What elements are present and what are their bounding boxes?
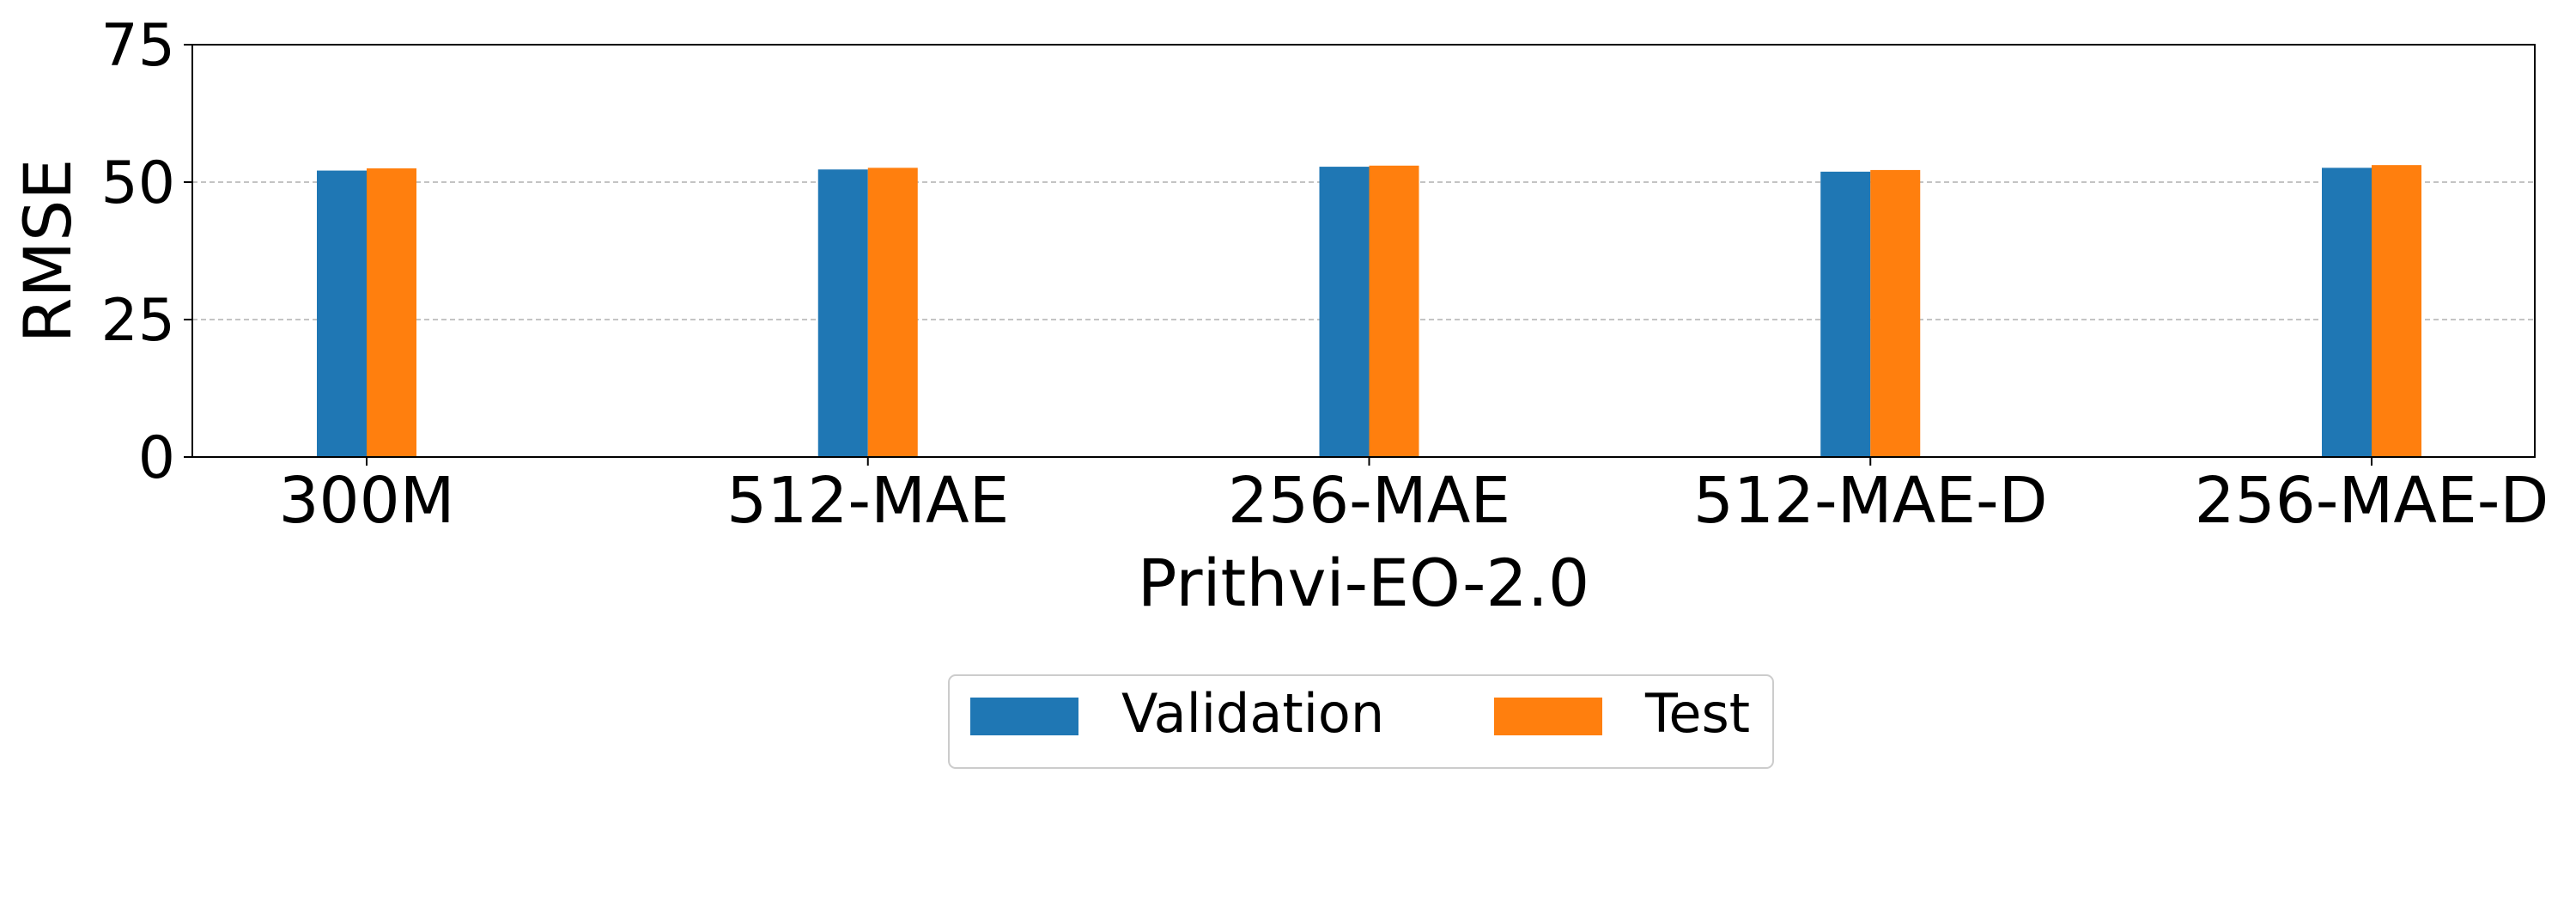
x-axis-ticks: 300M 512-MAE 256-MAE 512-MAE-D 256-MAE-D bbox=[278, 457, 2549, 538]
y-axis-ticks: 0 25 50 75 bbox=[100, 12, 192, 492]
bars bbox=[317, 165, 2421, 458]
y-tick-label: 0 bbox=[138, 424, 175, 492]
x-axis-label: Prithvi-EO-2.0 bbox=[1138, 545, 1590, 621]
legend-swatch-test bbox=[1494, 698, 1602, 735]
bar-test-300m bbox=[367, 168, 416, 457]
x-tick-label: 300M bbox=[278, 464, 454, 538]
bar-validation-256-mae-d bbox=[2322, 168, 2372, 458]
legend: Validation Test bbox=[948, 674, 1774, 769]
y-tick-label: 50 bbox=[100, 149, 175, 217]
y-tick-label: 25 bbox=[100, 287, 175, 355]
legend-label-validation: Validation bbox=[1121, 682, 1384, 745]
bar-validation-300m bbox=[317, 170, 367, 457]
bar-test-256-mae bbox=[1369, 165, 1419, 458]
legend-swatch-validation bbox=[970, 698, 1078, 735]
bar-test-512-mae-d bbox=[1870, 169, 1921, 458]
x-tick-label: 256-MAE-D bbox=[2195, 464, 2549, 538]
x-tick-label: 256-MAE bbox=[1228, 464, 1510, 538]
bar-validation-256-mae bbox=[1319, 167, 1370, 457]
legend-label-test: Test bbox=[1644, 682, 1750, 745]
bar-test-512-mae bbox=[867, 168, 918, 458]
y-axis-label: RMSE bbox=[9, 159, 86, 344]
bar-test-256-mae-d bbox=[2372, 165, 2421, 457]
plot-frame bbox=[191, 44, 2536, 458]
x-tick-label: 512-MAE bbox=[726, 464, 1009, 538]
y-tick-label: 75 bbox=[100, 12, 175, 80]
x-tick-label: 512-MAE-D bbox=[1693, 464, 2048, 538]
bar-validation-512-mae-d bbox=[1820, 171, 1871, 457]
bar-validation-512-mae bbox=[817, 169, 868, 457]
